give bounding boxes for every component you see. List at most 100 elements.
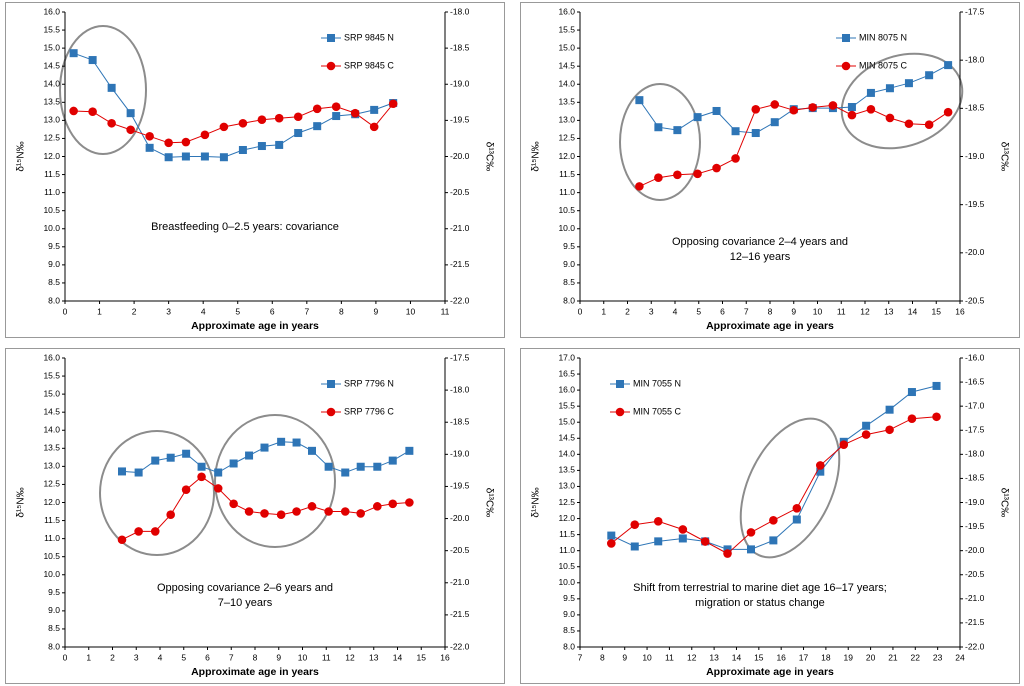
legend-label: SRP 7796 N: [344, 378, 394, 388]
data-point: [260, 443, 269, 452]
data-point: [630, 520, 640, 529]
x-tick-label: 1: [86, 652, 91, 662]
y-tick-label: 12.5: [43, 133, 60, 143]
x-tick-label: 5: [181, 652, 186, 662]
data-point: [731, 127, 740, 136]
data-point: [238, 145, 247, 154]
x-tick-label: 16: [440, 652, 450, 662]
x-axis-label: Approximate age in years: [706, 320, 834, 332]
y2-tick-label: -22.0: [450, 295, 470, 305]
data-point: [126, 109, 135, 118]
x-axis-label: Approximate age in years: [706, 666, 834, 678]
x-tick-label: 14: [393, 652, 403, 662]
data-point: [731, 154, 740, 163]
x-tick-label: 12: [345, 652, 355, 662]
data-point: [770, 100, 780, 109]
data-point: [924, 120, 934, 130]
y-tick-label: 8.0: [563, 295, 575, 305]
y-axis-label: δ¹⁵N‰: [531, 487, 542, 517]
y-tick-label: 10.5: [558, 561, 575, 571]
legend-label: MIN 8075 C: [859, 60, 908, 70]
x-tick-label: 8: [253, 652, 258, 662]
x-tick-label: 21: [888, 652, 898, 662]
data-point: [292, 507, 301, 516]
y2-tick-label: -20.5: [965, 295, 985, 305]
y2-tick-label: -20.0: [965, 247, 985, 257]
data-point: [88, 107, 97, 117]
data-point: [238, 118, 248, 128]
data-point: [181, 137, 191, 147]
data-point: [723, 549, 732, 558]
data-point: [197, 472, 206, 482]
x-tick-label: 9: [374, 306, 379, 316]
y2-tick-label: -19.5: [965, 521, 985, 531]
y2-tick-label: -19.5: [450, 115, 470, 125]
data-point: [324, 462, 333, 471]
data-point: [815, 461, 825, 470]
data-point: [944, 61, 953, 70]
x-tick-label: 5: [696, 306, 701, 316]
legend-label: SRP 7796 C: [344, 406, 394, 416]
y-tick-label: 10.0: [558, 577, 575, 587]
y-axis-label: δ¹⁵N‰: [16, 141, 27, 171]
legend-marker: [842, 34, 850, 42]
data-point: [700, 537, 710, 546]
data-point: [197, 462, 206, 471]
x-tick-label: 2: [132, 306, 137, 316]
data-point: [866, 88, 875, 97]
y2-tick-label: -17.0: [965, 400, 985, 410]
data-point: [369, 122, 379, 132]
y-tick-label: 11.5: [559, 529, 575, 539]
data-point: [181, 152, 190, 161]
data-point: [907, 414, 917, 423]
y-tick-label: 15.5: [558, 24, 575, 34]
data-point: [828, 101, 838, 110]
annotation: Opposing covariance 2–4 years and: [672, 236, 848, 248]
y-tick-label: 8.0: [48, 295, 60, 305]
panel-frame: [520, 348, 1020, 684]
chart-panel: 8.0 8.5 9.0 9.5 10.0 10.5 11.0 11.5 12.0 12.5 13.0…: [520, 348, 1020, 684]
data-point: [313, 122, 322, 131]
data-point: [839, 440, 849, 449]
y-tick-label: 11.0: [559, 545, 575, 555]
x-tick-label: 16: [955, 306, 965, 316]
y2-tick-label: -20.5: [965, 569, 985, 579]
data-point: [245, 451, 254, 460]
y-tick-label: 16.0: [43, 352, 60, 362]
data-point: [751, 129, 760, 138]
data-point: [69, 49, 78, 58]
x-tick-label: 4: [158, 652, 163, 662]
data-point: [257, 115, 267, 124]
data-point: [332, 112, 341, 121]
data-point: [164, 153, 173, 162]
x-tick-label: 10: [406, 306, 416, 316]
x-tick-label: 3: [166, 306, 171, 316]
data-point: [117, 535, 127, 545]
data-point: [134, 527, 143, 536]
data-point: [69, 106, 78, 116]
data-point: [370, 105, 379, 114]
y-tick-label: 10.5: [43, 205, 60, 215]
y2-tick-label: -21.0: [450, 577, 470, 587]
data-point: [356, 509, 365, 518]
data-point: [219, 122, 229, 132]
data-point: [712, 106, 721, 115]
x-tick-label: 0: [63, 652, 68, 662]
data-point: [373, 462, 382, 471]
data-point: [274, 113, 284, 123]
chart-panel: 8.0 8.5 9.0 9.5 10.0 10.5 11.0 11.5 12.0 12.5 13.0…: [5, 348, 505, 684]
panel-frame: [5, 348, 505, 684]
data-point: [769, 516, 778, 525]
y-tick-label: 8.0: [48, 641, 60, 651]
data-point: [350, 108, 360, 118]
legend-label: MIN 7055 N: [633, 378, 681, 388]
x-tick-label: 7: [578, 652, 583, 662]
series-line: [639, 103, 949, 187]
annotation: Breastfeeding 0–2.5 years: covariance: [151, 221, 339, 233]
y-tick-label: 10.5: [43, 551, 60, 561]
x-tick-label: 8: [339, 306, 344, 316]
highlight-ellipse: [214, 414, 336, 548]
y2-tick-label: -18.0: [965, 54, 985, 64]
y2-tick-label: -16.0: [965, 352, 985, 362]
data-point: [388, 456, 397, 465]
